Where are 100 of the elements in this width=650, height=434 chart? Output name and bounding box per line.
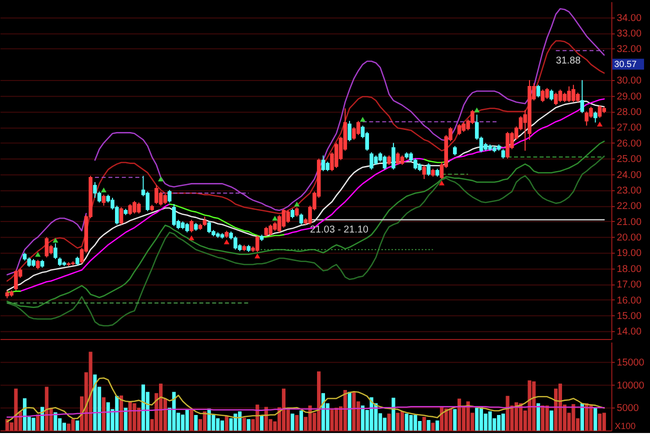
y-tick-label: 28.00 <box>616 106 642 118</box>
bar <box>93 374 97 431</box>
candlestick <box>365 131 369 152</box>
bar <box>457 398 462 431</box>
candlestick <box>119 206 124 225</box>
candlestick <box>255 234 260 252</box>
bar <box>172 392 176 431</box>
y-tick-label: 32.00 <box>616 44 642 56</box>
y-tick-label: 34.00 <box>616 12 642 24</box>
bar <box>343 390 347 431</box>
bar <box>260 416 264 431</box>
point <box>224 239 230 244</box>
bar <box>224 416 228 431</box>
y-tick-label: 10000 <box>616 380 645 392</box>
y-tick-label: 25.00 <box>616 154 642 166</box>
y-tick-label: 18.00 <box>616 264 642 275</box>
bar <box>22 398 27 431</box>
bar <box>387 414 391 431</box>
y-tick-label: 20.00 <box>616 232 642 244</box>
bar <box>76 420 80 431</box>
bar <box>488 411 492 431</box>
bar <box>295 415 299 431</box>
annotation: 31.88 <box>556 56 582 67</box>
bar <box>71 419 75 431</box>
bar <box>88 352 92 431</box>
bar <box>550 410 554 431</box>
bar <box>102 397 106 431</box>
point <box>360 116 366 122</box>
y-tick-label: 23.00 <box>616 185 642 196</box>
bar <box>594 408 598 431</box>
bar <box>436 420 440 431</box>
point <box>596 122 603 126</box>
candlestick <box>576 92 580 103</box>
annotation: 21.03 - 21.10 <box>310 224 369 236</box>
bar <box>54 412 58 431</box>
candlestick <box>501 148 506 160</box>
bar <box>299 410 304 431</box>
bar <box>558 384 562 431</box>
bar <box>246 419 250 431</box>
bar <box>194 415 198 431</box>
point <box>100 188 107 192</box>
candlestick <box>146 191 150 212</box>
y-tick-label: 14.00 <box>616 326 642 338</box>
y-tick-label: 17.00 <box>616 280 642 291</box>
candlestick <box>348 120 352 142</box>
bar <box>124 408 128 431</box>
candlestick <box>93 182 97 198</box>
line-series <box>6 377 605 422</box>
bar <box>400 411 404 431</box>
y-axis-title: X100 <box>614 420 636 431</box>
bar <box>426 420 430 431</box>
bar <box>141 384 146 431</box>
bar <box>32 418 36 431</box>
candlestick <box>44 236 49 258</box>
y-tick-label: 21.00 <box>616 216 642 228</box>
y-tick-label: 19.00 <box>616 248 642 260</box>
candlestick <box>154 184 158 205</box>
y-tick-label: 5000 <box>616 403 640 414</box>
candlestick <box>550 89 554 102</box>
bar <box>598 414 602 431</box>
y-tick-label: 29.00 <box>616 91 642 102</box>
candlestick <box>356 120 360 136</box>
point <box>438 180 445 186</box>
candlestick <box>426 162 430 176</box>
bar <box>448 408 452 431</box>
candlestick <box>14 270 18 291</box>
candlestick <box>462 122 466 132</box>
line-series <box>6 140 605 308</box>
bar <box>348 392 352 431</box>
bar <box>396 412 400 431</box>
y-tick-label: 33.00 <box>616 28 642 40</box>
y-tick-label: 15.00 <box>616 310 642 322</box>
point <box>474 108 480 112</box>
bar <box>202 411 206 431</box>
candlestick <box>593 111 598 123</box>
bar <box>501 414 505 431</box>
candlestick <box>536 84 540 98</box>
candlestick <box>540 89 545 103</box>
candlestick <box>453 146 457 156</box>
bar <box>370 397 374 431</box>
candlestick <box>554 92 558 106</box>
line-series <box>6 156 605 326</box>
y-tick-label: 22.00 <box>616 201 642 212</box>
candlestick <box>163 193 168 205</box>
y-tick-label: 24.00 <box>616 170 642 181</box>
bar <box>352 392 356 431</box>
bar <box>36 414 40 431</box>
text: 30.57 <box>614 59 637 70</box>
y-tick-label: 15000 <box>616 358 645 369</box>
bar <box>453 409 457 431</box>
y-tick-label: 30.00 <box>616 76 642 87</box>
candlestick <box>580 80 584 114</box>
candlestick <box>545 87 549 100</box>
bar <box>479 406 484 431</box>
candlestick <box>558 89 562 103</box>
bar <box>132 403 136 431</box>
candlestick <box>54 242 58 260</box>
candlestick <box>598 104 602 118</box>
bar <box>330 410 334 431</box>
bar <box>602 412 606 431</box>
